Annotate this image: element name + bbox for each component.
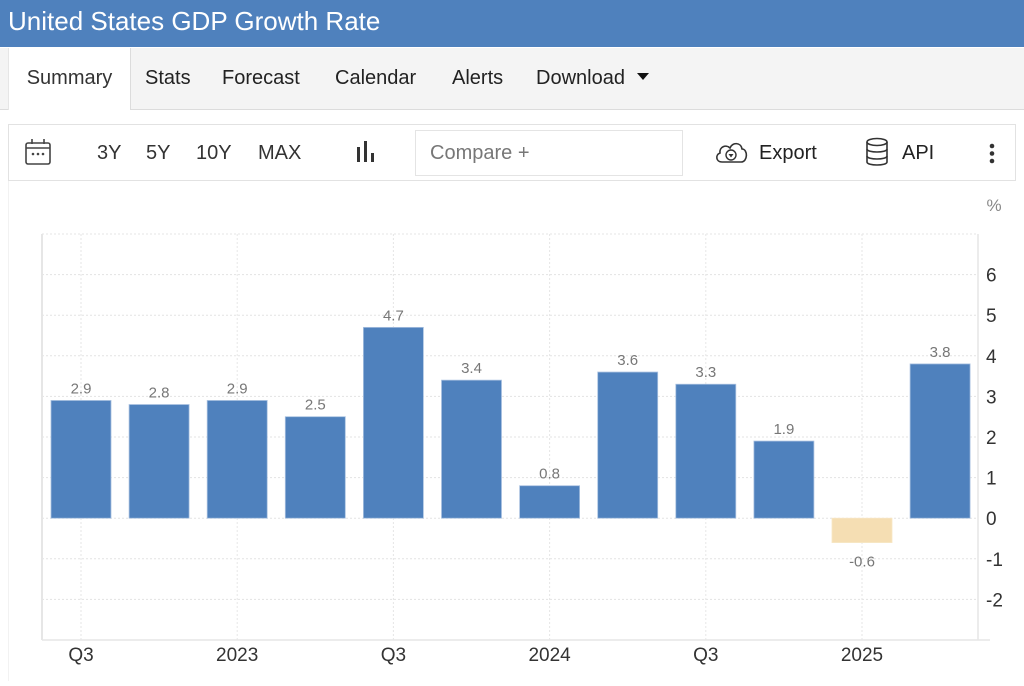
y-tick-label: 0 — [986, 509, 997, 530]
title-bar: United States GDP Growth Rate — [0, 0, 1024, 47]
tab-alerts[interactable]: Alerts — [452, 48, 503, 109]
bar — [441, 379, 502, 519]
bar — [675, 383, 737, 519]
bar — [597, 371, 659, 519]
y-axis-ticks: 6 5 4 3 2 1 0 -1 -2 — [986, 266, 1003, 612]
data-label: 3.4 — [461, 360, 482, 377]
tab-calendar-label: Calendar — [335, 67, 417, 89]
caret-down-icon — [636, 73, 649, 81]
tab-calendar[interactable]: Calendar — [335, 48, 416, 109]
horizontal-gridlines — [41, 233, 990, 641]
data-label: 3.6 — [617, 352, 638, 369]
database-icon — [866, 137, 888, 166]
chart-area: 2.9 2.8 2.9 2.5 4.7 3.4 0.8 3.6 3.3 1.9 -0.6 3.8 6 5… — [7, 181, 1016, 681]
y-tick-label: -2 — [986, 590, 1003, 611]
y-unit-label: % — [986, 196, 1001, 215]
bar — [128, 404, 190, 519]
range-3y-label: 3Y — [97, 142, 122, 164]
data-label: 0.8 — [539, 466, 560, 483]
data-label: 4.7 — [383, 307, 404, 324]
export-button[interactable]: Export — [713, 125, 817, 180]
chart-type-button[interactable] — [354, 125, 378, 180]
data-labels: 2.9 2.8 2.9 2.5 4.7 3.4 0.8 3.6 3.3 1.9 -0.6 3.8 — [71, 307, 951, 570]
vertical-dots-icon — [989, 143, 995, 164]
data-label: 2.9 — [227, 380, 248, 397]
x-tick-label: Q3 — [68, 645, 93, 666]
x-tick-label: 2024 — [528, 645, 571, 666]
api-label: API — [902, 142, 935, 164]
bar — [206, 400, 268, 519]
compare-input[interactable] — [415, 130, 683, 176]
data-label: 1.9 — [773, 421, 794, 438]
tab-stats[interactable]: Stats — [145, 48, 191, 109]
x-tick-label: 2023 — [216, 645, 258, 666]
bar — [831, 517, 893, 543]
calendar-icon — [25, 139, 51, 165]
data-label: 2.9 — [71, 380, 92, 397]
page-title: United States GDP Growth Rate — [8, 6, 381, 36]
bar — [50, 400, 112, 519]
x-tick-label: Q3 — [693, 645, 718, 666]
bars — [50, 326, 971, 543]
gdp-bar-chart: 2.9 2.8 2.9 2.5 4.7 3.4 0.8 3.6 3.3 1.9 -0.6 3.8 6 5… — [7, 181, 1003, 681]
bar-chart-icon — [357, 141, 374, 162]
data-label: 3.3 — [695, 364, 716, 381]
tab-stats-label: Stats — [145, 67, 191, 89]
cloud-download-icon — [716, 142, 748, 163]
range-10y-button[interactable]: 10Y — [196, 125, 232, 180]
tab-summary-label: Summary — [26, 67, 113, 89]
range-5y-button[interactable]: 5Y — [146, 125, 170, 180]
range-3y-button[interactable]: 3Y — [97, 125, 121, 180]
data-label: 3.8 — [930, 344, 951, 361]
tab-forecast[interactable]: Forecast — [222, 48, 300, 109]
calendar-button[interactable] — [23, 125, 53, 180]
range-10y-label: 10Y — [196, 142, 232, 164]
y-tick-label: 6 — [986, 266, 997, 287]
bar — [519, 485, 581, 519]
chart-toolbar: 3Y 5Y 10Y MAX Export API — [8, 124, 1016, 181]
export-label: Export — [759, 142, 817, 164]
tab-summary[interactable]: Summary — [8, 48, 131, 110]
y-tick-label: 1 — [986, 469, 997, 490]
x-tick-label: Q3 — [381, 645, 406, 666]
tab-download-label: Download — [536, 67, 625, 89]
api-button[interactable]: API — [864, 125, 934, 180]
x-axis-ticks: Q3 2023 Q3 2024 Q3 2025 — [68, 645, 883, 666]
x-tick-label: 2025 — [841, 645, 883, 666]
range-5y-label: 5Y — [146, 142, 171, 164]
tab-download[interactable]: Download — [536, 48, 649, 109]
y-tick-label: 4 — [986, 347, 997, 368]
y-tick-label: 3 — [986, 387, 997, 408]
tab-alerts-label: Alerts — [452, 67, 504, 89]
y-tick-label: 5 — [986, 306, 997, 327]
bar — [909, 363, 971, 519]
range-max-button[interactable]: MAX — [258, 125, 301, 180]
more-options-button[interactable] — [983, 125, 1001, 180]
tab-forecast-label: Forecast — [222, 67, 300, 89]
range-max-label: MAX — [258, 142, 302, 164]
tab-bar: Summary Stats Forecast Calendar Alerts D… — [0, 48, 1024, 110]
bar — [362, 326, 424, 519]
bar — [753, 440, 815, 519]
data-label: 2.5 — [305, 397, 326, 414]
bar — [284, 416, 346, 519]
y-tick-label: 2 — [986, 428, 997, 449]
data-label: -0.6 — [849, 554, 875, 571]
data-label: 2.8 — [149, 385, 170, 402]
y-tick-label: -1 — [986, 550, 1003, 571]
